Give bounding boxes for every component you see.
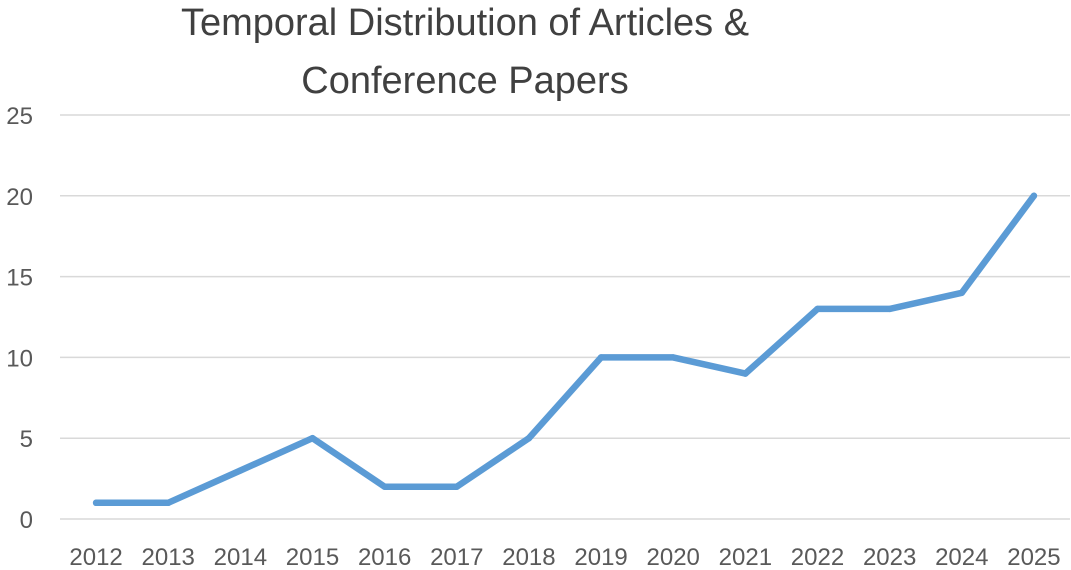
- series-line: [92, 192, 1038, 507]
- x-tick-label: 2018: [502, 544, 555, 570]
- data-point: [237, 467, 244, 474]
- x-tick-label: 2012: [69, 544, 122, 570]
- data-point: [525, 435, 533, 442]
- series-group: [92, 192, 1038, 507]
- y-tick-label: 5: [20, 426, 33, 453]
- data-point: [92, 499, 100, 507]
- x-tick-label: 2025: [1007, 544, 1060, 570]
- x-tick-label: 2022: [791, 544, 844, 570]
- x-tick-label: 2020: [647, 544, 700, 570]
- y-tick-label: 0: [20, 507, 33, 534]
- x-axis-tick-labels: 2012 2013 2014 2015 2016 2017 2018 2019 2020 2021…: [69, 544, 1060, 570]
- data-point: [453, 483, 460, 490]
- chart-title-line-2: Conference Papers: [301, 60, 629, 102]
- x-tick-label: 2014: [214, 544, 267, 570]
- data-point: [165, 499, 172, 507]
- gridlines: [60, 114, 1070, 520]
- y-tick-label: 25: [6, 103, 33, 130]
- x-tick-label: 2013: [142, 544, 195, 570]
- data-point: [742, 370, 749, 377]
- data-point: [381, 483, 388, 490]
- chart-title-line-1: Temporal Distribution of Articles &: [180, 2, 750, 44]
- data-point: [309, 435, 316, 442]
- data-point: [958, 289, 965, 296]
- y-tick-label: 10: [6, 345, 33, 372]
- data-point: [670, 354, 677, 361]
- x-tick-label: 2019: [574, 544, 627, 570]
- chart-title: Temporal Distribution of Articles & Conf…: [0, 0, 930, 110]
- y-axis-tick-labels: 0 5 10 15 20 25: [6, 103, 33, 534]
- x-tick-label: 2015: [286, 544, 339, 570]
- x-tick-label: 2017: [430, 544, 483, 570]
- data-point: [597, 354, 605, 361]
- y-tick-label: 15: [6, 265, 33, 292]
- data-point: [886, 305, 893, 313]
- y-tick-label: 20: [6, 184, 33, 211]
- data-point: [814, 305, 821, 313]
- x-tick-label: 2023: [863, 544, 916, 570]
- x-tick-label: 2021: [719, 544, 772, 570]
- x-tick-label: 2016: [358, 544, 411, 570]
- data-point: [1030, 192, 1038, 199]
- x-tick-label: 2024: [935, 544, 988, 570]
